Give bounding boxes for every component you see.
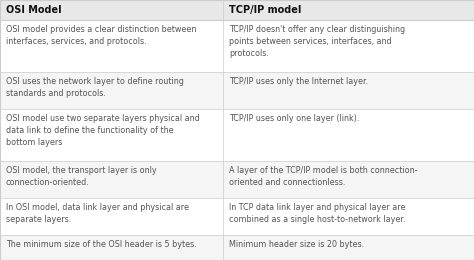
Bar [0,109,474,161]
Text: The minimum size of the OSI header is 5 bytes.: The minimum size of the OSI header is 5 … [6,240,197,249]
Text: TCP/IP uses only the Internet layer.: TCP/IP uses only the Internet layer. [229,77,368,86]
Text: OSI model provides a clear distinction between
interfaces, services, and protoco: OSI model provides a clear distinction b… [6,25,196,46]
Text: TCP/IP doesn't offer any clear distinguishing
points between services, interface: TCP/IP doesn't offer any clear distingui… [229,25,405,58]
Text: OSI Model: OSI Model [6,5,62,15]
Text: Minimum header size is 20 bytes.: Minimum header size is 20 bytes. [229,240,364,249]
Text: In OSI model, data link layer and physical are
separate layers.: In OSI model, data link layer and physic… [6,203,189,224]
Bar [0,0,223,20]
Text: A layer of the TCP/IP model is both connection-
oriented and connectionless.: A layer of the TCP/IP model is both conn… [229,166,417,187]
Text: TCP/IP uses only one layer (link).: TCP/IP uses only one layer (link). [229,114,359,123]
Bar [0,72,474,109]
Text: In TCP data link layer and physical layer are
combined as a single host-to-netwo: In TCP data link layer and physical laye… [229,203,405,224]
Bar [0,20,474,72]
Bar [0,198,474,235]
Text: OSI model, the transport layer is only
connection-oriented.: OSI model, the transport layer is only c… [6,166,156,187]
Bar [0,235,474,260]
Text: OSI uses the network layer to define routing
standards and protocols.: OSI uses the network layer to define rou… [6,77,184,98]
Bar [0,161,474,198]
Text: TCP/IP model: TCP/IP model [229,5,301,15]
Text: OSI model use two separate layers physical and
data link to define the functiona: OSI model use two separate layers physic… [6,114,200,147]
Bar [223,0,474,20]
